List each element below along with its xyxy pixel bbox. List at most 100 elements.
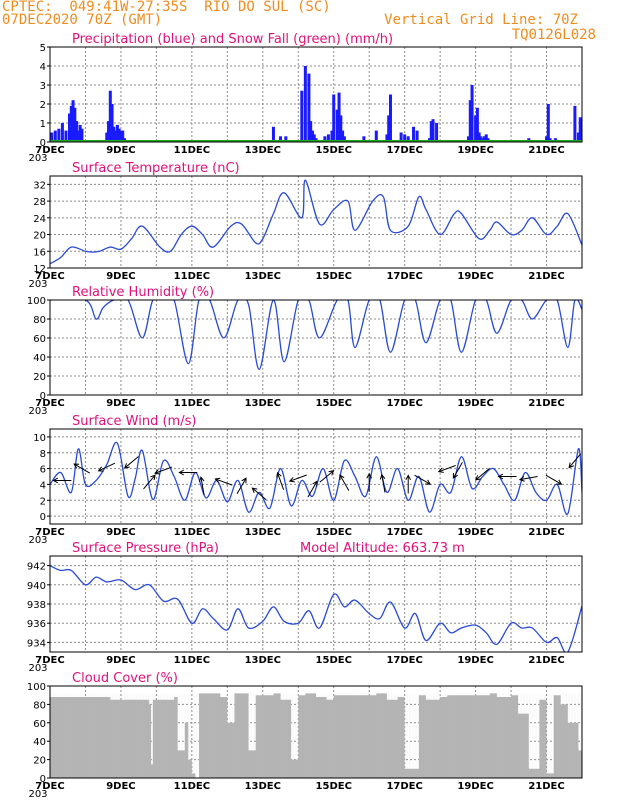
y-tick-label: 20: [33, 231, 46, 242]
panel-frame: [49, 299, 583, 396]
y-tick-label: 3: [40, 81, 46, 92]
precip-bar: [114, 130, 118, 142]
x-tick-label: 7DEC: [35, 145, 64, 156]
wind-arrow-shaft: [154, 466, 173, 474]
wind-arrow-shaft: [414, 474, 431, 485]
wind-arrow-head: [276, 471, 282, 478]
wind-arrow-head: [328, 470, 335, 476]
y-tick-label: 1: [40, 119, 46, 130]
y-tick-label: 5: [40, 43, 46, 54]
wind-arrow-head: [150, 474, 156, 481]
x-tick-label: 13DEC: [245, 271, 281, 282]
wind-arrow-head: [73, 463, 80, 469]
header-line1: CPTEC: 049:41W-27:35S RIO DO SUL (SC): [2, 0, 331, 15]
x-tick-label: 21DEC: [528, 398, 564, 409]
header-date: 07DEC2020 70Z (GMT): [2, 12, 163, 28]
panel-frame: [49, 46, 583, 143]
precip-bar: [546, 104, 550, 142]
wind-arrow-shaft: [98, 462, 116, 472]
precip-bar: [75, 121, 79, 142]
precip-bar: [60, 123, 64, 142]
x-tick-label: 7DEC: [35, 527, 64, 538]
precip-bar: [310, 130, 314, 142]
precip-bar: [406, 136, 410, 142]
y-tick-label: 16: [33, 247, 46, 258]
x-tick-label: 7DEC: [35, 655, 64, 666]
wind-arrow-shaft: [568, 453, 582, 468]
wind-arrow-shaft: [475, 467, 490, 481]
y-tick-label: 24: [33, 214, 46, 225]
x-tick-label: 7DEC: [35, 398, 64, 409]
x-tick-label: 9DEC: [106, 655, 135, 666]
precip-bar: [50, 132, 54, 142]
precip-bar: [412, 126, 416, 142]
y-tick-label: 938: [27, 600, 46, 611]
pressure-line: [50, 565, 582, 652]
x-tick-label: 13DEC: [245, 527, 281, 538]
precip-bar: [429, 121, 433, 142]
y-tick-label: 0: [40, 774, 46, 785]
precip-bar: [479, 136, 483, 142]
precip-bar: [477, 132, 481, 142]
humidity-line: [50, 300, 582, 371]
precip-bar: [374, 130, 378, 142]
precip-bar: [578, 117, 582, 142]
y-tick-label: 942: [27, 562, 46, 573]
x-year-stub: 203: [28, 153, 47, 164]
precip-bar: [117, 128, 121, 142]
wind-arrow-head: [366, 472, 373, 479]
precip-bar: [300, 90, 304, 142]
x-tick-label: 13DEC: [245, 398, 281, 409]
wind-arrow-shaft: [545, 474, 562, 485]
y-tick-label: 40: [33, 353, 46, 364]
precip-bar: [475, 107, 479, 142]
precip-bar: [337, 92, 341, 142]
precip-bar: [121, 130, 125, 142]
wind-arrow-shaft: [381, 474, 386, 493]
x-tick-label: 9DEC: [106, 527, 135, 538]
wind-arrow-head: [339, 474, 345, 481]
x-tick-label: 11DEC: [174, 398, 210, 409]
wind-arrow-head: [379, 473, 386, 480]
x-year-stub: 203: [28, 279, 47, 290]
y-tick-label: 936: [27, 619, 46, 630]
precip-bar: [435, 123, 439, 142]
wind-arrow-head: [312, 480, 318, 487]
x-tick-label: 11DEC: [174, 655, 210, 666]
precip-bar: [326, 134, 330, 142]
x-tick-label: 17DEC: [386, 527, 422, 538]
precip-bar: [115, 124, 119, 142]
precip-bar: [312, 134, 316, 142]
precip-bar: [271, 126, 275, 142]
panel-frame: [49, 555, 583, 653]
x-tick-label: 15DEC: [316, 781, 352, 792]
y-tick-label: 8: [40, 449, 46, 460]
x-tick-label: 19DEC: [457, 527, 493, 538]
y-tick-label: 40: [33, 737, 46, 748]
x-tick-label: 11DEC: [174, 781, 210, 792]
y-tick-label: 80: [33, 700, 46, 711]
precip-bar: [119, 130, 123, 142]
wind-arrow-shaft: [289, 474, 307, 482]
wind-arrow-shaft: [73, 463, 90, 474]
y-tick-label: 934: [27, 638, 46, 649]
panel-title: Cloud Cover (%): [72, 671, 178, 686]
y-tick-label: 28: [33, 197, 46, 208]
wind-arrow-head: [405, 474, 412, 481]
x-tick-label: 9DEC: [106, 145, 135, 156]
precip-bar: [309, 121, 313, 142]
wind-arrow-head: [425, 479, 432, 485]
header-grid-info: Vertical Grid Line: 70Z: [384, 12, 578, 28]
x-tick-label: 19DEC: [457, 145, 493, 156]
precip-bar: [105, 132, 109, 142]
precip-bar: [78, 124, 82, 142]
x-tick-label: 15DEC: [316, 527, 352, 538]
wind-arrow-head: [154, 469, 161, 475]
x-tick-label: 21DEC: [528, 271, 564, 282]
precip-bar: [64, 130, 68, 142]
wind-arrow-head: [556, 479, 563, 485]
x-tick-label: 15DEC: [316, 145, 352, 156]
x-year-stub: 203: [28, 406, 47, 417]
precip-bar: [468, 100, 472, 142]
